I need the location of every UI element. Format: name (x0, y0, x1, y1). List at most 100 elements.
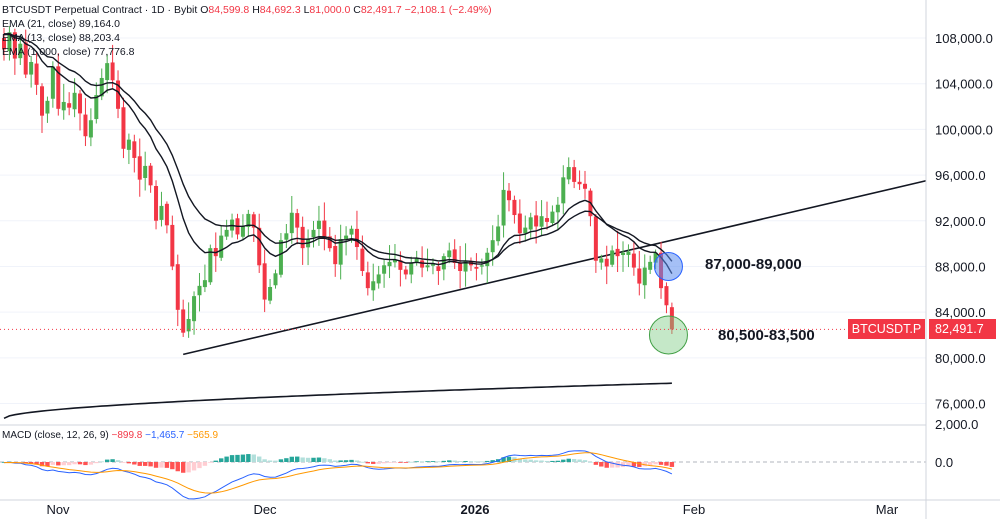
candle (561, 177, 566, 204)
macd-histogram-bar (175, 462, 180, 472)
macd-histogram-bar (430, 461, 436, 462)
candle (67, 103, 72, 108)
y-tick-label: 84,000.0 (935, 305, 986, 320)
candle (447, 250, 452, 258)
candle (23, 42, 28, 75)
candle (539, 216, 544, 227)
candle (512, 199, 517, 216)
price-tag-symbol: BTCUSDT.P (848, 319, 925, 339)
macd-histogram-bar (555, 460, 561, 462)
ema-1000-line (3, 382, 672, 420)
macd-histogram-bar (180, 462, 186, 473)
candle (105, 63, 110, 81)
candle (311, 229, 316, 238)
y-tick-label: 104,000.0 (935, 77, 993, 92)
candle (349, 228, 354, 235)
candle (631, 253, 636, 268)
macd-signal-value: −565.9 (187, 430, 219, 441)
macd-histogram-bar (28, 462, 34, 464)
macd-histogram-bar (490, 460, 495, 462)
candle (577, 181, 582, 185)
candle (273, 273, 278, 286)
candle (268, 286, 273, 301)
trendline (183, 179, 927, 356)
macd-histogram-bar (278, 459, 284, 462)
candle (316, 220, 321, 229)
candle (593, 216, 598, 261)
macd-histogram-bar (322, 458, 327, 462)
candle (599, 258, 604, 263)
legend-symbol: BTCUSDT Perpetual Contract · 1D · Bybit (2, 4, 198, 16)
candle (257, 227, 262, 266)
macd-histogram-bar (327, 459, 332, 462)
macd-histogram-bar (229, 455, 235, 462)
macd-histogram-bar (376, 462, 381, 464)
macd-histogram-bar (186, 462, 191, 473)
macd-histogram-bar (343, 460, 349, 462)
candle (452, 249, 457, 264)
macd-histogram-bar (213, 460, 218, 462)
candle (154, 185, 159, 221)
candle (208, 248, 213, 283)
candle (621, 252, 626, 256)
legend-ema13-label: EMA (13, close) (2, 32, 77, 44)
macd-histogram-bar (539, 460, 544, 462)
candle (29, 61, 34, 75)
macd-histogram-bar (392, 462, 398, 463)
macd-histogram-bar (300, 457, 305, 462)
macd-histogram-bar (626, 462, 631, 467)
ema-1000-path (3, 382, 672, 420)
macd-histogram-bar (642, 462, 647, 467)
ema-lines (3, 32, 673, 274)
macd-histogram-bar (544, 460, 550, 462)
candle (555, 204, 560, 213)
candle (78, 93, 83, 114)
candle (572, 167, 577, 182)
y-tick-label: 100,000.0 (935, 122, 993, 137)
macd-histogram-bar (240, 454, 246, 462)
ema-21-line (3, 32, 673, 264)
macd-histogram-bar (289, 456, 294, 462)
macd-signal-line (3, 452, 673, 494)
candle (648, 261, 653, 270)
candle (664, 286, 669, 306)
candle (387, 261, 392, 267)
macd-histogram-bar (104, 459, 110, 462)
legend-open-label: O (200, 4, 209, 16)
candle (88, 120, 93, 138)
y-tick-label: 96,000.0 (935, 168, 986, 183)
macd-line (3, 450, 673, 500)
macd-histogram-bar (311, 457, 316, 462)
candle (72, 92, 77, 110)
macd-histogram-bar (609, 462, 615, 468)
candle (45, 100, 50, 114)
macd-histogram-bar (148, 462, 153, 467)
candle (604, 258, 609, 267)
candle (137, 156, 142, 180)
candle (637, 268, 642, 284)
macd-histogram-bar (588, 461, 593, 463)
macd-histogram-bar (246, 454, 251, 462)
macd-histogram-bar (39, 462, 45, 467)
candle (278, 240, 283, 275)
candle (545, 218, 549, 222)
macd-histogram-bar (523, 459, 528, 462)
macd-histogram-bar (197, 462, 202, 469)
candle (669, 307, 674, 330)
candle (365, 272, 370, 289)
candle (371, 281, 376, 291)
macd-histogram-bar (479, 461, 485, 463)
macd-histogram-bar (170, 462, 175, 470)
macd-histogram-bar (284, 458, 289, 462)
candle (121, 107, 126, 149)
candle (34, 63, 39, 85)
candle (284, 233, 289, 240)
legend-low: 81,000.0 (309, 4, 351, 16)
candle (534, 215, 539, 227)
macd-histogram-bar (121, 462, 126, 463)
y-tick-label: 80,000.0 (935, 351, 986, 366)
macd-histogram-bar (414, 461, 419, 463)
candle (7, 32, 12, 52)
